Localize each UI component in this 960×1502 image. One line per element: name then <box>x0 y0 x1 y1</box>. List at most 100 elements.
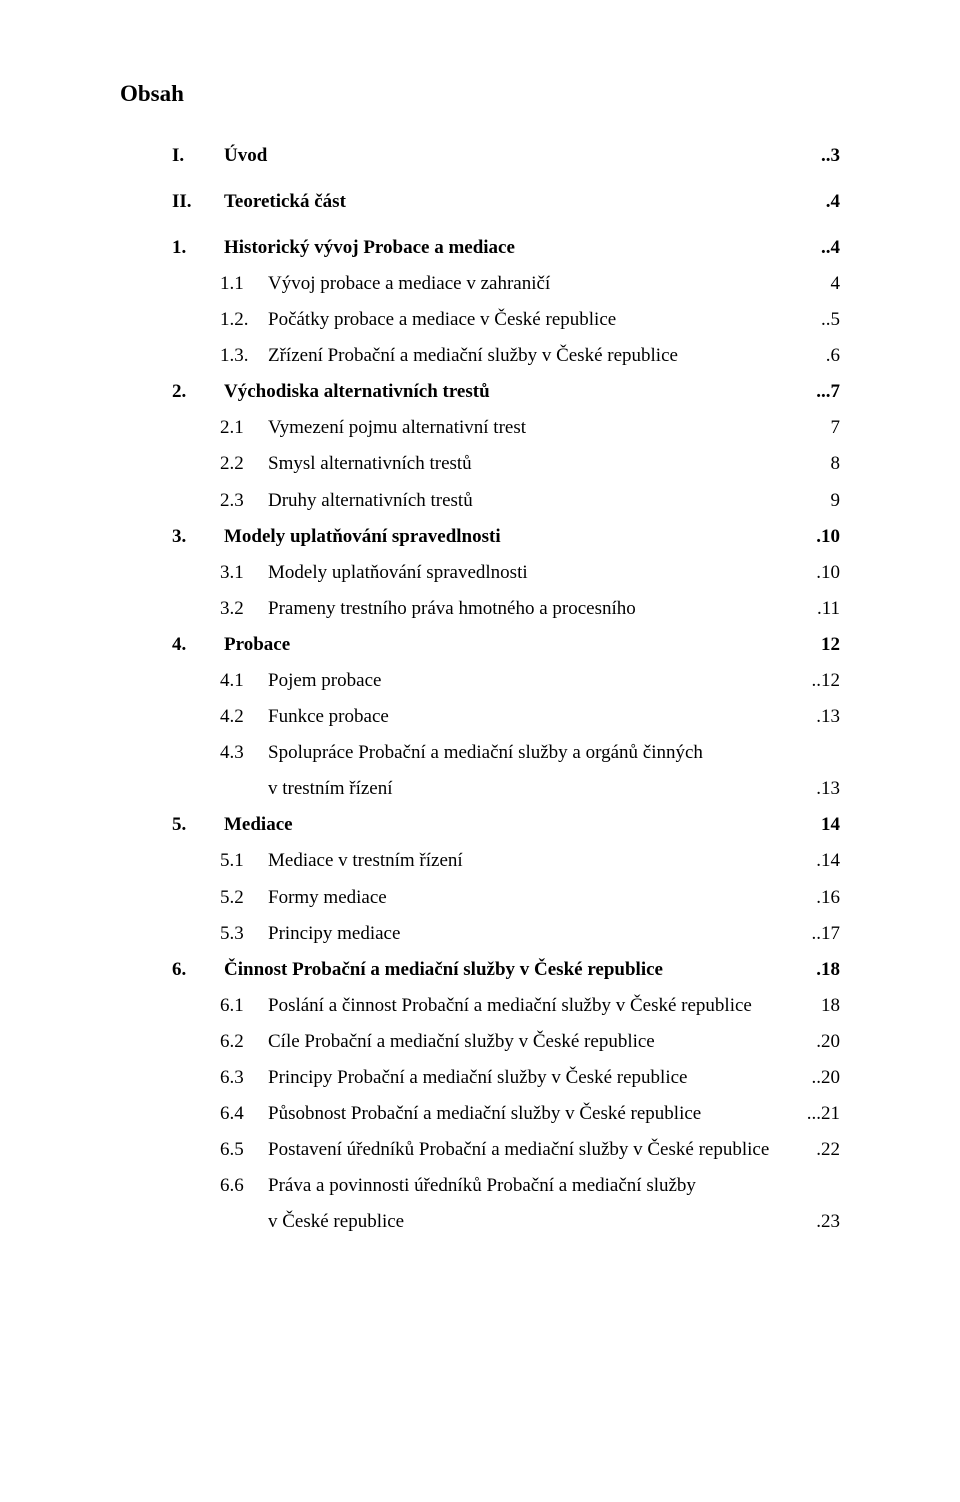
toc-label: Historický vývoj Probace a mediace <box>224 230 515 266</box>
toc-page-number: ..17 <box>812 916 841 952</box>
toc-page-number: .20 <box>816 1024 840 1060</box>
toc-label: Mediace v trestním řízení <box>268 843 463 879</box>
toc-label: Zřízení Probační a mediační služby v Čes… <box>268 338 678 374</box>
toc-number: 1.3. <box>120 338 268 374</box>
toc-label: Východiska alternativních trestů <box>224 374 490 410</box>
toc-page-number: 7 <box>831 410 841 446</box>
toc-page-number: 9 <box>831 483 841 519</box>
toc-number: 3. <box>120 519 224 555</box>
toc-page-number: 12 <box>821 627 840 663</box>
toc-row: II.Teoretická část.4 <box>120 184 840 220</box>
toc-page-number: ...21 <box>807 1096 840 1132</box>
toc-row: 6.4Působnost Probační a mediační služby … <box>120 1096 840 1132</box>
toc-number: 6.2 <box>120 1024 268 1060</box>
toc-row: 6.2Cíle Probační a mediační služby v Čes… <box>120 1024 840 1060</box>
toc-gap <box>120 174 840 184</box>
toc-number: 2.3 <box>120 483 268 519</box>
toc-number: 2. <box>120 374 224 410</box>
toc-continuation-text: v trestním řízení <box>120 771 393 807</box>
toc-row: 2.2Smysl alternativních trestů8 <box>120 446 840 482</box>
toc-label: Druhy alternativních trestů <box>268 483 473 519</box>
toc-label: Principy mediace <box>268 916 400 952</box>
toc-number: II. <box>120 184 224 220</box>
toc-row: 4.2Funkce probace.13 <box>120 699 840 735</box>
toc-page-number: .10 <box>816 555 840 591</box>
toc-body: I.Úvod..3II.Teoretická část.41.Historick… <box>120 138 840 1241</box>
toc-label: Spolupráce Probační a mediační služby a … <box>268 735 703 771</box>
toc-page-number: .13 <box>816 699 840 735</box>
toc-number: 1.2. <box>120 302 268 338</box>
toc-row: 5.1Mediace v trestním řízení.14 <box>120 843 840 879</box>
toc-row: 5.3Principy mediace ..17 <box>120 916 840 952</box>
toc-page-number: .6 <box>826 338 840 374</box>
toc-number: 6. <box>120 952 224 988</box>
toc-page-number: ..3 <box>821 138 840 174</box>
toc-number: 4.1 <box>120 663 268 699</box>
toc-number: 6.4 <box>120 1096 268 1132</box>
toc-number: 1.1 <box>120 266 268 302</box>
toc-label: Vymezení pojmu alternativní trest <box>268 410 526 446</box>
toc-label: Působnost Probační a mediační služby v Č… <box>268 1096 701 1132</box>
toc-page-number: ..12 <box>812 663 841 699</box>
toc-number: 6.1 <box>120 988 268 1024</box>
toc-number: 1. <box>120 230 224 266</box>
toc-row: 3.Modely uplatňování spravedlnosti .10 <box>120 519 840 555</box>
toc-number: 5.2 <box>120 880 268 916</box>
toc-page-number: .10 <box>816 519 840 555</box>
toc-label: Pojem probace <box>268 663 381 699</box>
toc-number: 2.1 <box>120 410 268 446</box>
toc-page-number: 4 <box>831 266 841 302</box>
toc-page-number: ..5 <box>821 302 840 338</box>
toc-page-number: 18 <box>821 988 840 1024</box>
toc-label: Modely uplatňování spravedlnosti <box>224 519 501 555</box>
toc-row: 1.1Vývoj probace a mediace v zahraničí 4 <box>120 266 840 302</box>
toc-page-number: .23 <box>816 1204 840 1240</box>
toc-label: Poslání a činnost Probační a mediační sl… <box>268 988 752 1024</box>
toc-row: 2.Východiska alternativních trestů ...7 <box>120 374 840 410</box>
toc-label: Funkce probace <box>268 699 389 735</box>
toc-label: Postavení úředníků Probační a mediační s… <box>268 1132 769 1168</box>
toc-label: Modely uplatňování spravedlnosti <box>268 555 528 591</box>
toc-row: 3.2Prameny trestního práva hmotného a pr… <box>120 591 840 627</box>
toc-row: 6.3Principy Probační a mediační služby v… <box>120 1060 840 1096</box>
toc-gap <box>120 220 840 230</box>
toc-number: 5. <box>120 807 224 843</box>
toc-label: Vývoj probace a mediace v zahraničí <box>268 266 550 302</box>
toc-number: 4. <box>120 627 224 663</box>
toc-row: 4.3Spolupráce Probační a mediační služby… <box>120 735 840 771</box>
toc-row: 1.2.Počátky probace a mediace v České re… <box>120 302 840 338</box>
toc-label: Úvod <box>224 138 267 174</box>
toc-page-number: .18 <box>816 952 840 988</box>
toc-row: 4.1Pojem probace ..12 <box>120 663 840 699</box>
toc-label: Mediace <box>224 807 293 843</box>
toc-label: Cíle Probační a mediační služby v České … <box>268 1024 655 1060</box>
toc-row: 1.3.Zřízení Probační a mediační služby v… <box>120 338 840 374</box>
toc-number: 4.3 <box>120 735 268 771</box>
toc-page-number: ...7 <box>816 374 840 410</box>
toc-label: Probace <box>224 627 290 663</box>
toc-row: 5.Mediace 14 <box>120 807 840 843</box>
toc-page-number: 8 <box>831 446 841 482</box>
toc-number: 3.1 <box>120 555 268 591</box>
toc-label: Formy mediace <box>268 880 387 916</box>
page-title: Obsah <box>120 72 840 116</box>
toc-row: 5.2Formy mediace .16 <box>120 880 840 916</box>
toc-row: 6.1Poslání a činnost Probační a mediační… <box>120 988 840 1024</box>
toc-number: 5.3 <box>120 916 268 952</box>
toc-continuation-text: v České republice <box>120 1204 404 1240</box>
toc-row: v trestním řízení .13 <box>120 771 840 807</box>
toc-page-number: .16 <box>816 880 840 916</box>
toc-page-number: .13 <box>816 771 840 807</box>
toc-page-number: 14 <box>821 807 840 843</box>
toc-number: 3.2 <box>120 591 268 627</box>
toc-number: 5.1 <box>120 843 268 879</box>
toc-row: 4.Probace 12 <box>120 627 840 663</box>
toc-label: Principy Probační a mediační služby v Če… <box>268 1060 687 1096</box>
toc-number: 2.2 <box>120 446 268 482</box>
toc-label: Teoretická část <box>224 184 346 220</box>
toc-number: 6.5 <box>120 1132 268 1168</box>
toc-page-number: .11 <box>817 591 840 627</box>
toc-row: 2.3Druhy alternativních trestů 9 <box>120 483 840 519</box>
toc-row: 1.Historický vývoj Probace a mediace..4 <box>120 230 840 266</box>
toc-page: Obsah I.Úvod..3II.Teoretická část.41.His… <box>0 0 960 1502</box>
